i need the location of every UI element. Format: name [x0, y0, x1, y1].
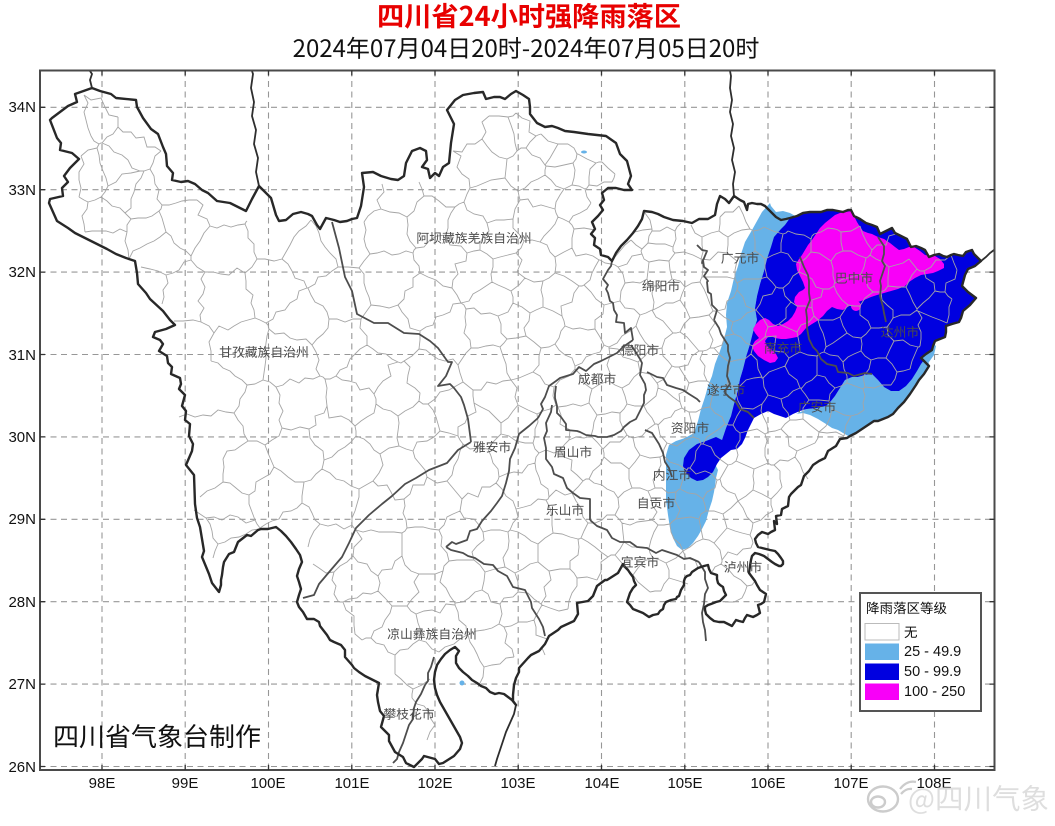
svg-text:106E: 106E: [750, 775, 785, 792]
svg-text:107E: 107E: [833, 775, 868, 792]
svg-text:99E: 99E: [172, 775, 199, 792]
svg-text:100E: 100E: [250, 775, 285, 792]
svg-text:29N: 29N: [8, 511, 36, 528]
svg-text:33N: 33N: [8, 182, 36, 199]
svg-text:25 - 49.9: 25 - 49.9: [904, 644, 961, 660]
svg-text:105E: 105E: [667, 775, 702, 792]
svg-text:101E: 101E: [334, 775, 369, 792]
svg-text:103E: 103E: [500, 775, 535, 792]
svg-text:50 - 99.9: 50 - 99.9: [904, 664, 961, 680]
svg-text:28N: 28N: [8, 594, 36, 611]
svg-text:27N: 27N: [8, 676, 36, 693]
svg-text:100 - 250: 100 - 250: [904, 684, 965, 700]
svg-text:26N: 26N: [8, 759, 36, 776]
svg-text:104E: 104E: [584, 775, 619, 792]
svg-text:30N: 30N: [8, 429, 36, 446]
svg-text:102E: 102E: [417, 775, 452, 792]
svg-text:34N: 34N: [8, 99, 36, 116]
svg-text:98E: 98E: [89, 775, 116, 792]
svg-text:32N: 32N: [8, 264, 36, 281]
svg-text:31N: 31N: [8, 347, 36, 364]
